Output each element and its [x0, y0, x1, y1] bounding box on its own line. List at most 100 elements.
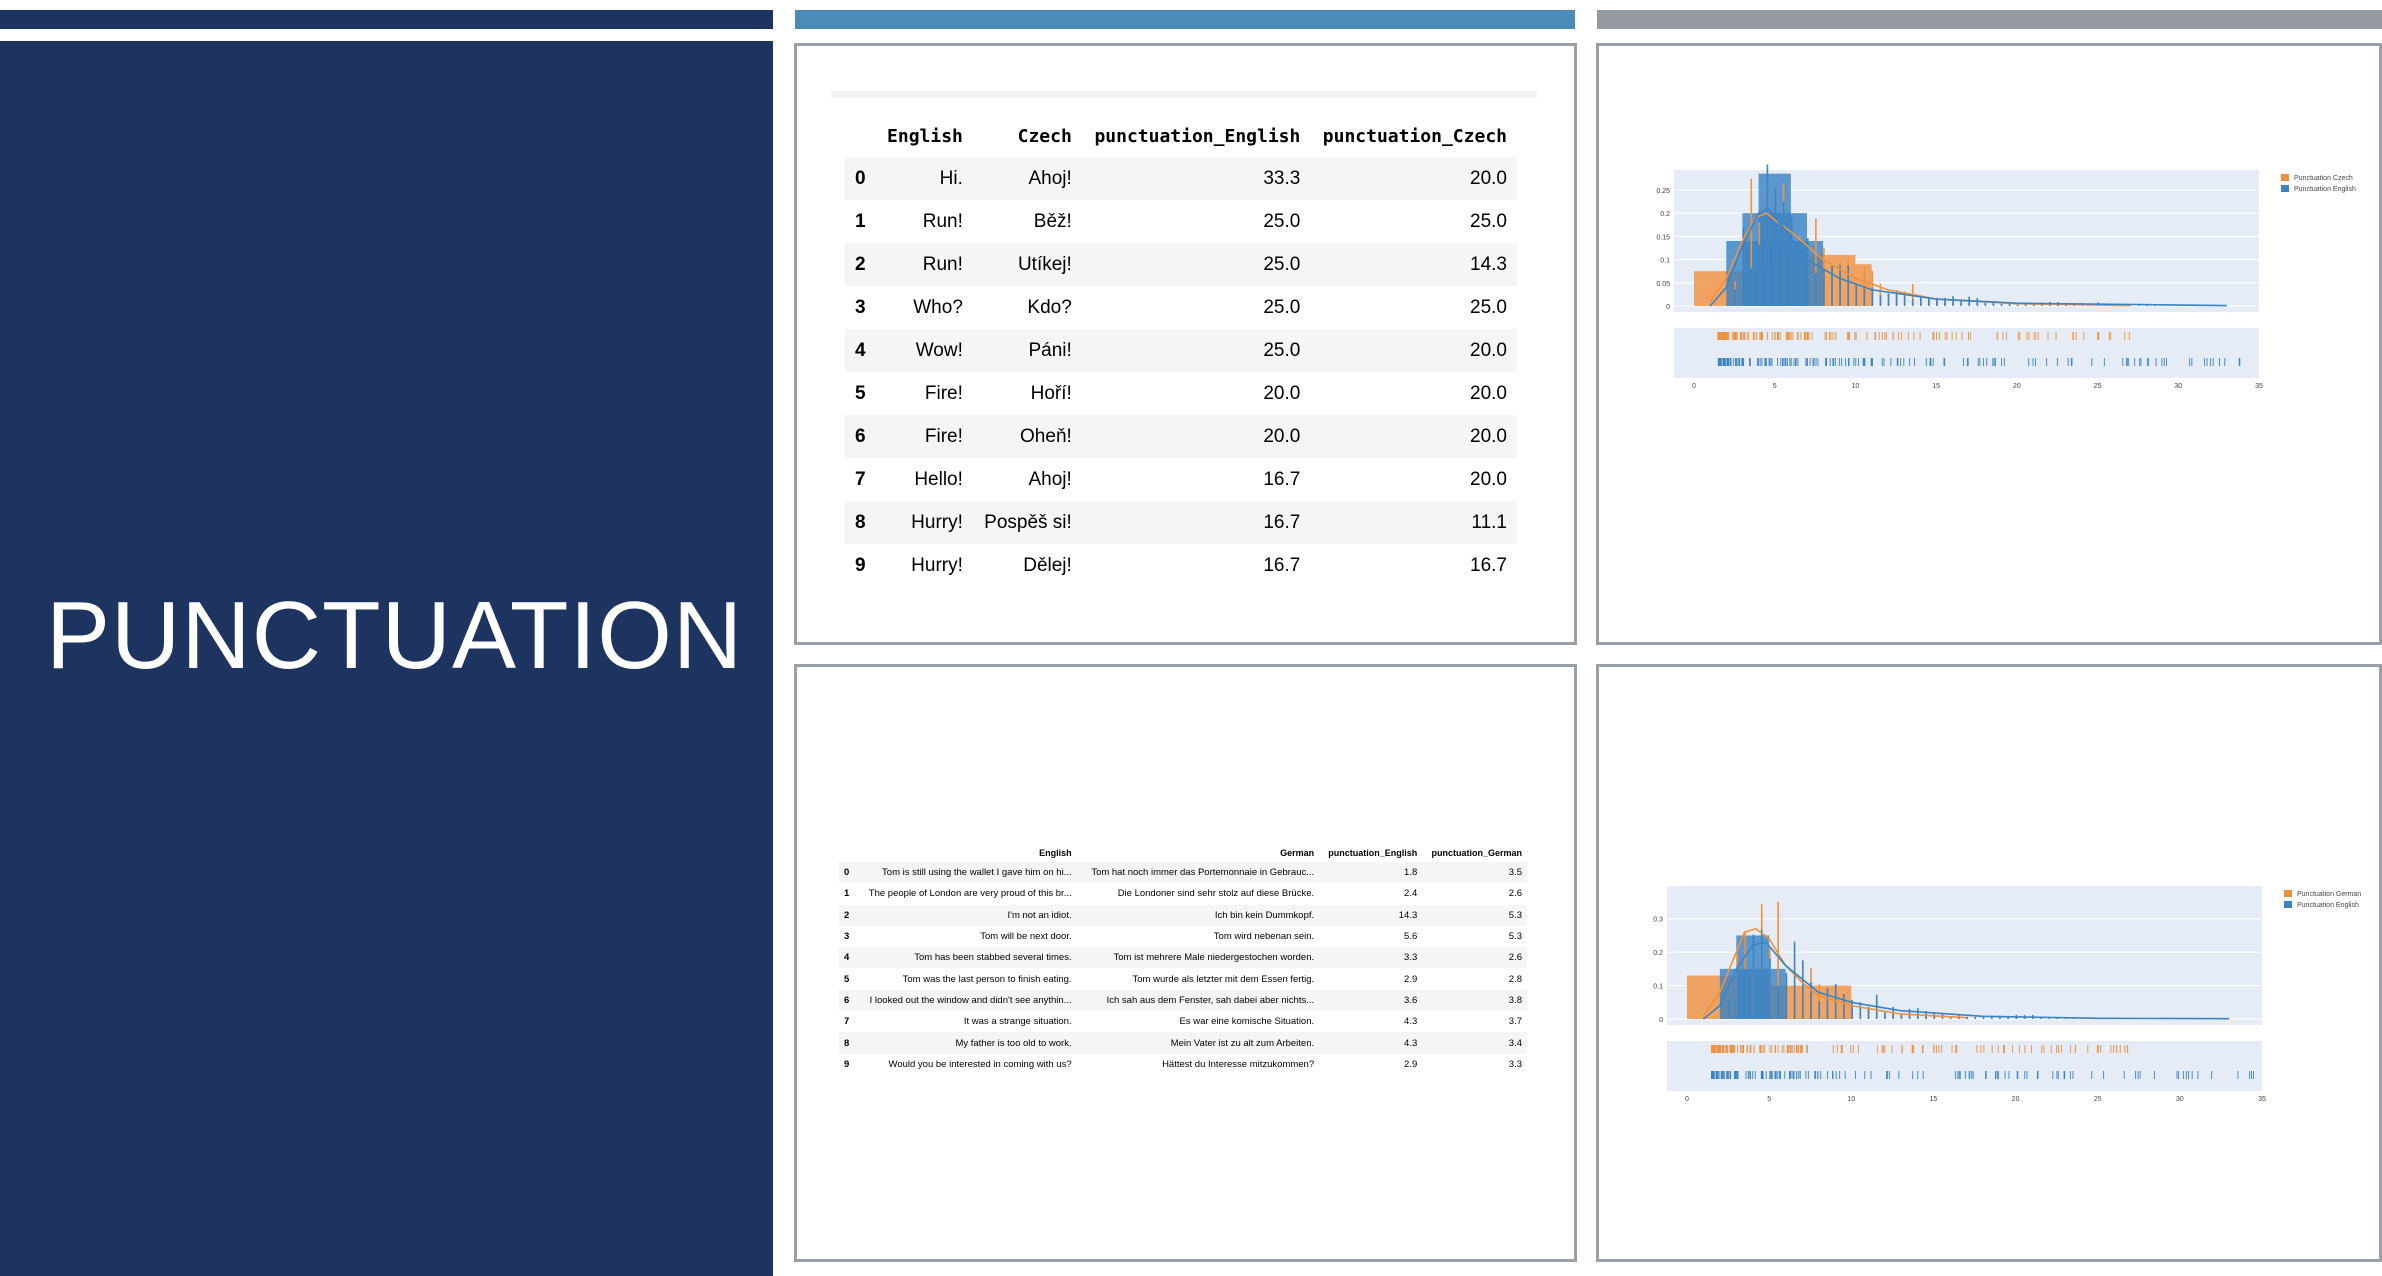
column-header: Czech: [1017, 125, 1072, 147]
x-tick-label: 25: [2094, 1096, 2102, 1103]
rug-area: [1674, 328, 2259, 378]
histogram-spike: [1782, 201, 1785, 306]
row-index: 4: [845, 329, 876, 372]
translation-cell: Ahoj!: [1028, 468, 1072, 490]
english-cell: The people of London are very proud of t…: [868, 888, 1072, 900]
english-cell: Tom was the last person to finish eating…: [902, 973, 1072, 985]
histogram-spike: [1879, 295, 1882, 306]
histogram-spike: [2016, 303, 2019, 306]
table-top-rule: [831, 91, 1537, 98]
translation-cell: Hättest du Interesse mitzukommen?: [1162, 1058, 1315, 1070]
row-index: 7: [855, 468, 866, 490]
x-tick-label: 30: [2176, 1096, 2184, 1103]
legend-swatch: [2281, 185, 2289, 192]
histogram-spike: [2064, 1018, 2067, 1019]
english-cell: Run!: [922, 210, 963, 232]
punctuation-english-cell: 14.3: [1319, 904, 1423, 926]
german-table-frame: English German punctuation_English punct…: [794, 664, 1577, 1262]
legend-label: Punctuation Czech: [2294, 175, 2353, 182]
table-row: 0 Hi. Ahoj! 33.3 20.0: [845, 157, 1517, 200]
x-tick-label: 0: [1692, 383, 1696, 390]
histogram-spike: [1815, 218, 1817, 306]
table-row: 3 Who? Kdo? 25.0 25.0: [845, 286, 1517, 329]
legend-swatch: [2281, 174, 2289, 181]
punctuation-english-cell: 4.3: [1404, 1016, 1418, 1028]
rug-area: [1667, 1041, 2262, 1091]
histogram-spike: [1750, 178, 1753, 306]
translation-cell: Dělej!: [1023, 554, 1072, 576]
histogram-spike: [1728, 1000, 1730, 1019]
y-tick-label: 0.25: [1656, 188, 1670, 195]
punctuation-translation-cell: 3.5: [1422, 862, 1527, 884]
czech-distribution-chart: 0 0.05 0.1 0.15 0.2 0.25 0 5 10 15 20 25 30 35 Punctua…: [1656, 164, 2356, 390]
english-cell: I'm not an idiot.: [854, 904, 1077, 926]
histogram-spike: [1818, 1001, 1821, 1019]
row-index: 5: [844, 973, 850, 985]
row-index: 1: [855, 210, 866, 232]
histogram-spike: [1871, 288, 1874, 306]
histogram-spike: [1887, 293, 1890, 306]
histogram-spike: [1863, 288, 1866, 306]
row-index: 4: [839, 947, 855, 969]
punctuation-english-cell: 25.0: [1081, 329, 1311, 372]
table-header-row: English German punctuation_English punct…: [839, 844, 1527, 862]
table-row: 5 Tom was the last person to finish eatin…: [839, 968, 1527, 989]
histogram-spike: [1867, 1006, 1870, 1019]
english-cell: Tom has been stabbed several times.: [854, 947, 1077, 969]
english-cell: I looked out the window and didn't see a…: [854, 989, 1077, 1012]
header-bar-navy: [0, 10, 773, 29]
punctuation-translation-cell: 3.8: [1422, 989, 1527, 1012]
histogram-spike: [1847, 265, 1849, 306]
english-cell: Hi.: [875, 157, 973, 200]
english-cell: Who?: [913, 296, 963, 318]
histogram-spike: [1949, 1016, 1952, 1019]
histogram-spike: [1807, 238, 1809, 306]
punctuation-english-cell: 20.0: [1263, 382, 1301, 404]
y-tick-label: 0.1: [1660, 258, 1670, 265]
histogram-spike: [1966, 1016, 1968, 1019]
punctuation-translation-cell: 25.0: [1470, 296, 1507, 318]
histogram-spike: [1982, 1016, 1985, 1019]
punctuation-translation-cell: 20.0: [1310, 415, 1517, 458]
histogram-spike: [1777, 901, 1779, 1019]
punctuation-translation-cell: 3.3: [1508, 1058, 1522, 1070]
histogram-spike: [1855, 285, 1858, 306]
histogram-spike: [1766, 164, 1769, 306]
row-index: 9: [855, 554, 866, 576]
histogram-spike: [1920, 295, 1922, 306]
english-cell: Would you be interested in coming with u…: [888, 1058, 1072, 1070]
y-tick-label: 0.2: [1660, 211, 1670, 218]
translation-cell: Mein Vater ist zu alt zum Arbeiten.: [1076, 1032, 1320, 1054]
row-index: 7: [844, 1016, 850, 1028]
y-tick-label: 0.2: [1653, 950, 1663, 957]
punctuation-translation-cell: 5.3: [1508, 931, 1522, 943]
table-row: 5 Fire! Hoří! 20.0 20.0: [845, 372, 1517, 415]
histogram-spike: [1758, 244, 1761, 306]
translation-cell: Ich bin kein Dummkopf.: [1076, 904, 1320, 926]
histogram-spike: [1736, 968, 1738, 1019]
punctuation-translation-cell: 16.7: [1470, 554, 1507, 576]
table-row: 9 Hurry! Dělej! 16.7 16.7: [845, 544, 1517, 587]
row-index: 0: [845, 157, 876, 200]
x-tick-label: 10: [1847, 1096, 1855, 1103]
row-index: 2: [839, 904, 855, 926]
slide-title: PUNCTUATION: [46, 582, 744, 689]
punctuation-translation-cell: 11.1: [1310, 501, 1517, 544]
legend-swatch: [2284, 901, 2292, 908]
translation-cell: Utíkej!: [972, 243, 1082, 286]
column-header: English: [1039, 848, 1072, 858]
histogram-spike: [1785, 972, 1788, 1019]
translation-cell: Ich sah aus dem Fenster, sah dabei aber …: [1076, 989, 1320, 1012]
histogram-spike: [1750, 268, 1753, 306]
translation-cell: Páni!: [972, 329, 1082, 372]
translation-cell: Běž!: [1033, 210, 1072, 232]
punctuation-english-cell: 25.0: [1081, 243, 1311, 286]
x-tick-label: 35: [2255, 383, 2263, 390]
translation-cell: Kdo?: [1027, 296, 1072, 318]
row-index: 0: [839, 862, 855, 884]
translation-cell: Tom ist mehrere Male niedergestochen wor…: [1076, 947, 1320, 969]
histogram-spike: [1859, 1002, 1862, 1019]
density-curve: [1702, 927, 1967, 1019]
histogram-spike: [1974, 1016, 1977, 1019]
